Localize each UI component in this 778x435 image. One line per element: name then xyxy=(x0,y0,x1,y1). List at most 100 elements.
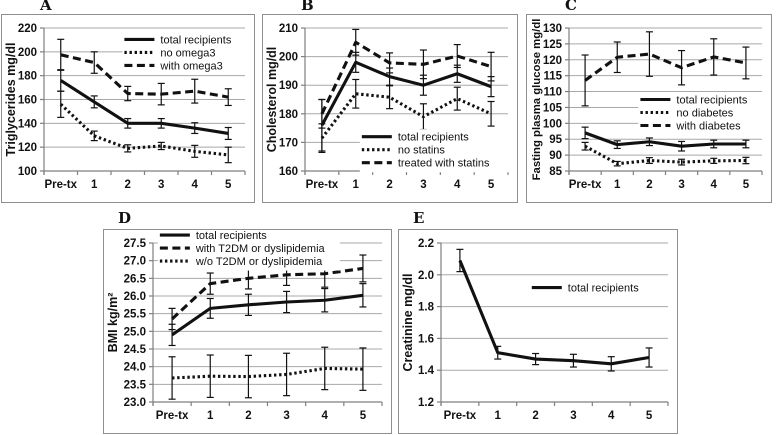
y-tick-label: 160 xyxy=(279,166,298,178)
legend-label: with omega3 xyxy=(159,60,222,72)
y-tick-label: 27.0 xyxy=(124,256,146,268)
y-axis-title: BMI kg/m² xyxy=(106,293,120,353)
x-tick-label: Pre-tx xyxy=(156,410,189,422)
x-tick-label: 3 xyxy=(420,179,426,191)
x-tick-label: 2 xyxy=(646,179,652,191)
y-tick-label: 115 xyxy=(543,71,562,83)
x-tick-label: 1 xyxy=(353,179,360,191)
y-tick-label: 200 xyxy=(18,47,37,59)
y-tick-label: 2.2 xyxy=(418,238,434,250)
panel-a-label: A xyxy=(40,0,52,14)
panel-d-bmi: D 23.0 23.5 24.0 24.5 25.0 25.5 26.0 26.5 27.0 27… xyxy=(103,211,392,434)
series-line-dotted xyxy=(59,103,229,157)
y-axis-title: Cholesterol mg/dl xyxy=(265,47,279,153)
y-tick-label: 180 xyxy=(18,71,37,83)
y-tick-label: 85 xyxy=(549,166,562,178)
y-tick-label: 26.5 xyxy=(124,273,147,285)
y-tick-label: 95 xyxy=(549,134,562,146)
y-tick-label: 1.8 xyxy=(418,302,435,314)
series-line-solid xyxy=(458,259,650,366)
x-tick-label: 1 xyxy=(207,410,214,422)
bmi-line-chart: 23.0 23.5 24.0 24.5 25.0 25.5 26.0 26.5 27.0 27.5… xyxy=(106,230,383,422)
y-tick-label: 220 xyxy=(18,23,37,35)
x-tick-label: 5 xyxy=(360,410,367,422)
y-tick-label: 190 xyxy=(279,80,298,92)
y-tick-label: 200 xyxy=(279,52,298,64)
series-line-dotted xyxy=(172,366,363,380)
x-tick-label: Pre-tx xyxy=(444,410,477,422)
legend-label: total recipients xyxy=(196,230,267,242)
x-tick-label: 4 xyxy=(608,410,615,422)
x-tick-label: 1 xyxy=(614,179,621,191)
x-tick-label: Pre-tx xyxy=(569,179,602,191)
x-tick-label: 1 xyxy=(91,179,98,191)
legend-label: no omega3 xyxy=(160,47,215,59)
x-tick-label: 4 xyxy=(322,410,329,422)
x-tick-label: 2 xyxy=(245,410,251,422)
y-axis-title: Triglycerides mg/dl xyxy=(4,43,18,157)
series-line-dotted xyxy=(584,144,746,166)
y-tick-label: 125 xyxy=(543,39,563,51)
series-line-solid xyxy=(584,131,746,148)
y-tick-label: 110 xyxy=(543,87,562,99)
series-line-solid xyxy=(320,60,492,126)
series-line-dashed xyxy=(584,52,747,82)
x-tick-label: 4 xyxy=(711,179,718,191)
panel-e-creatinine: E 1.2 1.4 1.6 1.8 2.0 2.2 Pre-tx 1 2 3 4 5 Creatinin… xyxy=(398,211,678,434)
panel-b-label: B xyxy=(301,0,314,14)
y-tick-label: 25.0 xyxy=(124,326,146,338)
panel-a-triglycerides: A 100 120 140 160 180 200 220 Pre-tx 1 2 3 4 5 Trigly… xyxy=(1,0,255,203)
x-tick-label: 2 xyxy=(125,179,131,191)
panel-c-glucose: C 85 90 95 100 105 110 115 120 125 130 Pre-tx 1 2 3 4 5… xyxy=(526,0,772,203)
y-tick-label: 26.0 xyxy=(124,291,146,303)
x-tick-label: 2 xyxy=(532,410,538,422)
series-line-dashed xyxy=(60,53,229,99)
y-tick-label: 100 xyxy=(18,166,37,178)
legend-label: with diabetes xyxy=(675,121,741,133)
y-tick-label: 23.5 xyxy=(124,379,147,391)
y-tick-label: 170 xyxy=(279,137,298,149)
x-tick-label: 5 xyxy=(225,179,232,191)
y-tick-label: 24.5 xyxy=(124,344,147,356)
panel-c-label: C xyxy=(565,0,577,14)
x-tick-label: 5 xyxy=(743,179,750,191)
x-tick-label: 3 xyxy=(158,179,164,191)
glucose-line-chart: 85 90 95 100 105 110 115 120 125 130 Pre-tx 1 2 3 4 5 Fa… xyxy=(531,19,771,191)
y-tick-label: 2.0 xyxy=(418,270,434,282)
x-tick-label: 4 xyxy=(454,179,461,191)
y-tick-label: 120 xyxy=(543,55,562,67)
x-tick-label: 5 xyxy=(646,410,653,422)
legend-label: with T2DM or dyslipidemia xyxy=(195,243,326,255)
series-line-dashed xyxy=(320,40,492,115)
legend-label: total recipients xyxy=(398,132,469,144)
y-tick-label: 140 xyxy=(18,118,37,130)
y-tick-label: 1.6 xyxy=(418,333,434,345)
legend-label: total recipients xyxy=(568,283,639,295)
legend-label: w/o T2DM or dyslipidemia xyxy=(195,256,323,268)
y-tick-label: 25.5 xyxy=(124,309,147,321)
x-tick-label: 3 xyxy=(570,410,576,422)
legend-background xyxy=(157,230,340,271)
series-line-dotted xyxy=(320,92,492,140)
x-tick-label: 2 xyxy=(386,179,392,191)
y-tick-label: 210 xyxy=(279,23,298,35)
series-line-solid xyxy=(171,293,364,337)
y-tick-label: 23.0 xyxy=(124,397,146,409)
x-tick-label: 3 xyxy=(283,410,289,422)
y-tick-label: 105 xyxy=(543,102,563,114)
y-tick-label: 180 xyxy=(279,109,298,121)
x-tick-label: Pre-tx xyxy=(44,179,77,191)
y-tick-label: 160 xyxy=(18,95,37,107)
legend-background xyxy=(529,280,662,298)
panel-d-label: D xyxy=(118,209,132,227)
y-tick-label: 1.4 xyxy=(418,365,435,377)
creatinine-line-chart: 1.2 1.4 1.6 1.8 2.0 2.2 Pre-tx 1 2 3 4 5 Creatinine … xyxy=(401,238,669,422)
panel-e-label: E xyxy=(413,209,425,227)
triglycerides-line-chart: 100 120 140 160 180 200 220 Pre-tx 1 2 3 4 5 Triglyce… xyxy=(4,23,254,191)
series-line-dashed xyxy=(171,266,364,321)
y-axis-title: Fasting plasma glucose mg/dl xyxy=(531,19,543,181)
x-tick-label: 4 xyxy=(192,179,199,191)
y-tick-label: 24.0 xyxy=(124,362,146,374)
y-axis-title: Creatinine mg/dl xyxy=(401,274,415,372)
legend-label: no statins xyxy=(398,145,446,157)
